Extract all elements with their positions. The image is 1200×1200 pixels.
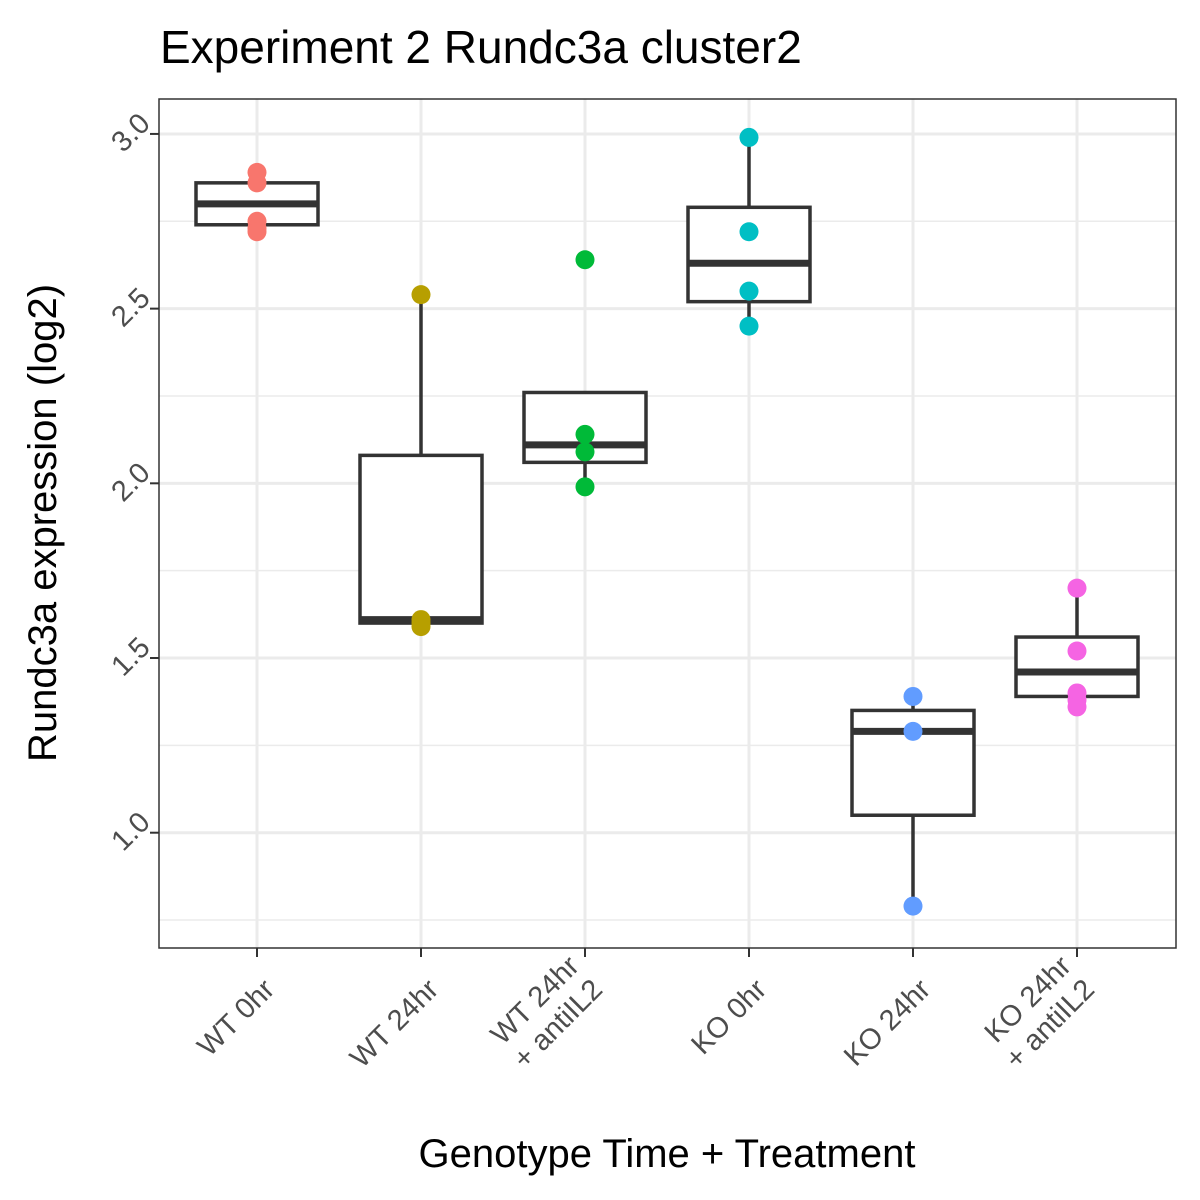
data-point [903,686,923,706]
data-point [1067,641,1087,661]
data-point [411,617,431,637]
x-tick-label: KO 0hr [685,973,773,1061]
x-tick-label-line: WT 0hr [192,973,282,1063]
y-tick-label: 1.5 [105,631,156,682]
x-axis-title: Genotype Time + Treatment [419,1132,916,1176]
x-tick-label: WT 24hr+ antiIL2 [484,950,609,1075]
data-point [575,477,595,497]
data-point [903,896,923,916]
x-tick-label: KO 24hr [838,973,937,1072]
boxes-layer [194,137,1140,907]
panel-border [158,98,1177,949]
box-iqr [358,453,484,625]
data-point [1067,697,1087,717]
data-point [903,721,923,741]
y-tick-label: 1.0 [105,806,156,857]
data-point [247,222,267,242]
data-point [1067,578,1087,598]
x-tick-label: WT 0hr [192,973,282,1063]
data-point [739,127,759,147]
x-tick-label-line: WT 24hr [344,973,445,1074]
x-tick-label-line: KO 0hr [685,973,773,1061]
data-point [739,281,759,301]
data-point [247,173,267,193]
y-tick-label: 3.0 [105,107,156,158]
y-tick-label: 2.0 [105,457,156,508]
x-axis: WT 0hr WT 24hr WT 24hr+ antiIL2 KO 0hr KO 24… [192,948,1101,1075]
chart-title: Experiment 2 Rundc3a cluster2 [160,21,802,73]
y-axis-title: Rundc3a expression (log2) [21,284,65,762]
data-point [575,442,595,462]
y-tick-label: 2.5 [105,282,156,333]
data-point [739,222,759,242]
data-point [575,424,595,444]
x-tick-label-line: KO 24hr [838,973,937,1072]
y-axis: 1.0 1.5 2.0 2.5 3.0 [105,107,159,857]
data-point [739,316,759,336]
points-layer [247,127,1087,916]
data-point [411,285,431,305]
x-tick-label: KO 24hr+ antiIL2 [976,950,1101,1075]
data-point [575,250,595,270]
x-tick-label: WT 24hr [344,973,445,1074]
box-group [358,294,484,627]
